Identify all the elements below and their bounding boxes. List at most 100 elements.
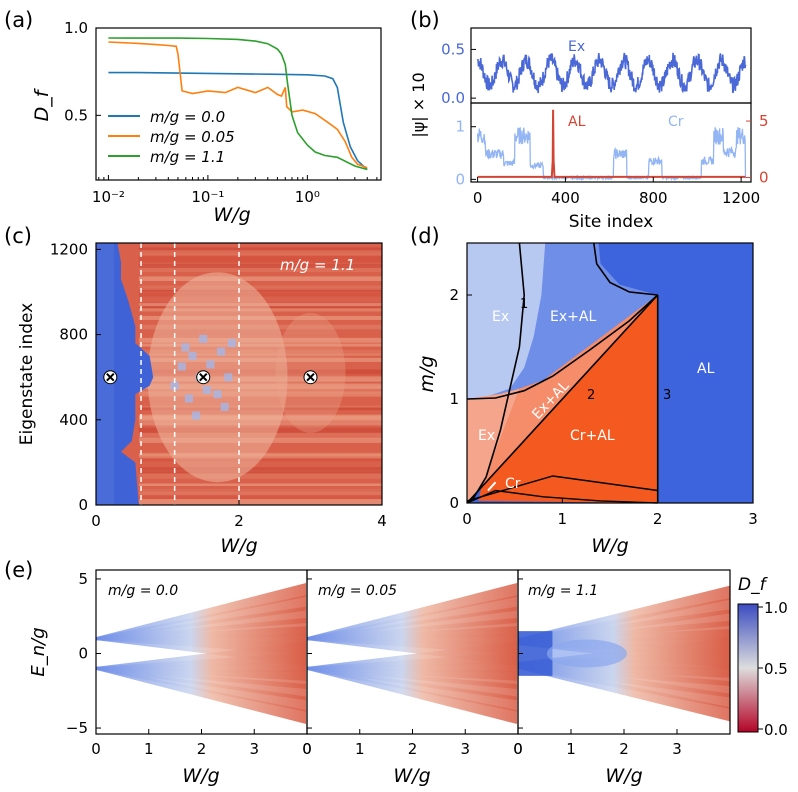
marker-cross [199, 372, 208, 382]
b-x-tick-label-3: 1200 [722, 189, 760, 207]
ex-wavefunction-line [476, 52, 747, 94]
panel-d-ylabel: m/g [416, 356, 438, 393]
energy-band [307, 666, 517, 701]
d-x-tick-label-0: 0 [462, 510, 472, 528]
e-y-tick-label-2: 5 [78, 570, 88, 588]
panel-label-c: (c) [4, 224, 32, 248]
d-x-tick-label-2: 2 [653, 510, 663, 528]
b-top-y-tick-label-0: 0.0 [441, 89, 465, 107]
spectrum-subpanel-2 [518, 585, 730, 722]
panel-e-sub-label-3: m/g = 1.1 [528, 583, 598, 599]
colorbar-tick-low: 0.0 [764, 721, 788, 739]
marker-cross [106, 372, 115, 382]
heatmap-stripe [138, 483, 382, 487]
region-al: AL [697, 361, 715, 377]
heatmap-blob-6 [206, 360, 215, 369]
energy-band [307, 666, 517, 725]
state-marker-2 [303, 370, 318, 385]
panel-c-annotation: m/g = 1.1 [280, 256, 355, 274]
e-y-tick-label-1: 0 [78, 644, 88, 662]
panel-b-top-annotation: Ex [568, 39, 585, 55]
panel-e-xlabel-2: W/g [393, 765, 430, 787]
b-x-tick-label-0: 0 [473, 189, 483, 207]
colorbar-title: D_f [738, 575, 769, 595]
e-y-tick-label-0: −5 [66, 719, 88, 737]
panel-b-xlabel: Site index [569, 212, 654, 232]
panel-label-b: (b) [410, 8, 440, 32]
c-y-tick-label-2: 800 [59, 326, 88, 344]
colorbar-tick-high: 1.0 [764, 599, 788, 617]
panel-a-ylabel: D_f [31, 87, 53, 121]
heatmap-blob-10 [192, 411, 201, 420]
region-ex-top: Ex [492, 309, 509, 325]
heatmap-stripe [138, 498, 382, 505]
boundary-curve-1 [471, 242, 526, 502]
b-bot-y-tick-label-1: 1 [455, 118, 465, 136]
panel-c-heatmap: 0 2 4 0 400 800 1200 m/g = 1.1 Eigenstate inde… [17, 240, 387, 557]
e-x-tick-label-1-3: 3 [460, 740, 470, 758]
region-cral: Cr+AL [570, 428, 615, 444]
panel-d-frame [466, 242, 754, 504]
energy-band [96, 666, 306, 725]
region-exal-top: Ex+AL [550, 309, 596, 325]
c-x-tick-label-2: 4 [377, 512, 387, 530]
x-tick-label-1: 10⁻¹ [191, 188, 224, 206]
heatmap-stripe [138, 267, 382, 272]
cr-pointer [487, 481, 497, 492]
heatmap-stripe [138, 285, 382, 290]
panel-a-line-chart: 10⁻² 10⁻¹ 10⁰ 0.5 1.0 D_f W/g m/g = 0.0 m/g … [31, 19, 382, 226]
boundary-curve-top [466, 294, 659, 400]
panel-label-d: (d) [410, 224, 440, 248]
c-y-tick-label-1: 400 [59, 411, 88, 429]
c-y-tick-label-3: 1200 [50, 240, 88, 258]
c-x-tick-label-0: 0 [91, 512, 101, 530]
panel-b-ylabel: |ψ| × 10 [409, 72, 428, 137]
heatmap-stripe [138, 474, 382, 479]
boundary-curve-ushape [593, 242, 658, 296]
b-x-tick-label-1: 400 [551, 189, 580, 207]
heatmap-stripe [138, 495, 382, 500]
e-x-tick-label-0-2: 2 [197, 740, 207, 758]
crossover-blob [546, 639, 627, 668]
heatmap-blob-12 [220, 403, 229, 412]
e-x-tick-label-0-1: 1 [144, 740, 154, 758]
panel-d-xlabel: W/g [591, 535, 628, 557]
panel-a-frame [95, 27, 382, 181]
cr-wavefunction-line [476, 127, 747, 182]
panel-e-ylabel: E_n/g [28, 627, 49, 676]
heatmap-blob-7 [213, 390, 222, 399]
series-line-1 [108, 41, 368, 169]
heatmap-blob-14 [181, 343, 190, 352]
flat-band-region [518, 631, 553, 676]
heatmap-blob-1 [177, 362, 186, 371]
heatmap-stripe [138, 247, 382, 253]
series-line-0 [108, 71, 368, 171]
e-x-tick-label-0-0: 0 [91, 740, 101, 758]
b-right-y-tick-label-0: 0 [759, 168, 769, 186]
region-ex-top-fill [467, 243, 546, 399]
panel-label-a: (a) [4, 8, 33, 32]
energy-band [96, 582, 306, 641]
energy-band [96, 666, 306, 701]
heatmap-crossover-zone [147, 272, 288, 483]
e-x-tick-label-1-1: 1 [355, 740, 365, 758]
spectrum-subpanel-0 [96, 582, 306, 725]
colorbar-gradient [737, 603, 759, 733]
e-x-tick-label-1-0: 0 [302, 740, 312, 758]
heatmap-blob-13 [227, 339, 236, 348]
energy-band [307, 582, 517, 641]
heatmap-stripe [138, 488, 382, 494]
energy-band [96, 666, 306, 712]
heatmap-stripe [138, 263, 382, 268]
panel-a-xlabel: W/g [213, 204, 250, 226]
panel-b-bottom-frame [470, 102, 752, 183]
heatmap-blob-9 [224, 373, 233, 382]
state-marker-0 [103, 370, 118, 385]
panel-a-legend: m/g = 0.0 m/g = 0.05 m/g = 1.1 [108, 108, 235, 166]
boundary-label-3: 3 [663, 388, 671, 403]
e-x-tick-label-1-2: 2 [408, 740, 418, 758]
b-bot-y-tick-label-0: 0 [455, 170, 465, 188]
heatmap-stripe [138, 255, 382, 260]
